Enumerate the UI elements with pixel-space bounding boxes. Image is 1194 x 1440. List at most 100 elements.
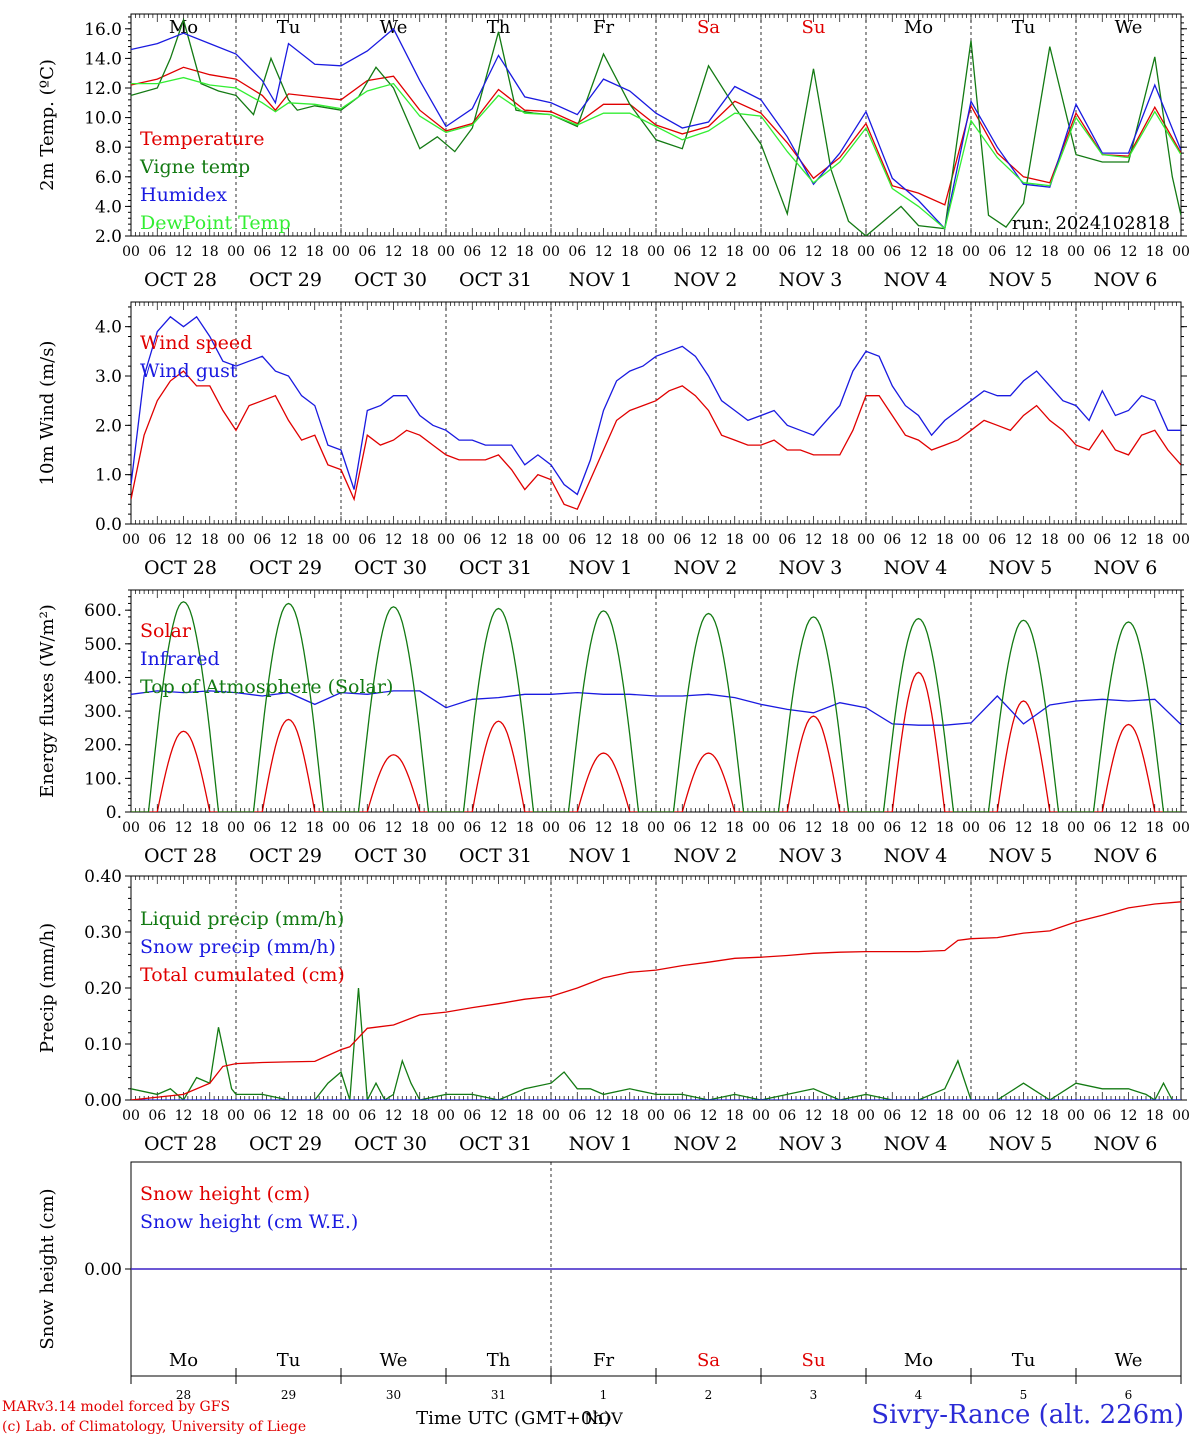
day-name: Su bbox=[802, 1350, 826, 1371]
day-name: Sa bbox=[697, 17, 720, 38]
y-tick-label: 0. bbox=[106, 803, 122, 823]
date-label: NOV 4 bbox=[884, 845, 948, 867]
hour-label: 18 bbox=[306, 820, 324, 836]
series-top-of-atmosphere-solar bbox=[131, 601, 1181, 812]
hour-label: 18 bbox=[1146, 532, 1164, 548]
hour-label: 06 bbox=[253, 1108, 271, 1124]
hour-label: 00 bbox=[1067, 1108, 1085, 1124]
hour-label: 06 bbox=[358, 1108, 376, 1124]
date-label: NOV 5 bbox=[989, 845, 1053, 867]
day-name: Fr bbox=[593, 1350, 614, 1371]
hour-label: 00 bbox=[122, 532, 140, 548]
hour-label: 06 bbox=[358, 532, 376, 548]
legend-humidex: Humidex bbox=[140, 184, 227, 206]
y-tick-label: 0.20 bbox=[84, 979, 122, 999]
day-name: Th bbox=[487, 17, 511, 38]
y-tick-label: 4.0 bbox=[95, 318, 122, 338]
hour-label: 00 bbox=[962, 1108, 980, 1124]
hour-label: 00 bbox=[752, 244, 770, 260]
hour-label: 00 bbox=[752, 820, 770, 836]
date-label: OCT 28 bbox=[144, 1133, 217, 1155]
date-label: NOV 5 bbox=[989, 557, 1053, 579]
date-label: NOV 2 bbox=[674, 557, 738, 579]
hour-label: 12 bbox=[1015, 1108, 1033, 1124]
date-label: OCT 31 bbox=[459, 845, 532, 867]
date-label: OCT 29 bbox=[249, 557, 322, 579]
run-label: run: 2024102818 bbox=[1012, 213, 1170, 234]
date-label: NOV 4 bbox=[884, 1133, 948, 1155]
series-infrared bbox=[131, 690, 1181, 726]
hour-label: 00 bbox=[437, 244, 455, 260]
hour-label: 12 bbox=[595, 1108, 613, 1124]
hour-label: 00 bbox=[1067, 532, 1085, 548]
series-dewpoint-temp bbox=[131, 76, 1181, 230]
hour-label: 06 bbox=[988, 244, 1006, 260]
hour-label: 18 bbox=[516, 532, 534, 548]
hour-label: 18 bbox=[411, 820, 429, 836]
hour-label: 00 bbox=[227, 532, 245, 548]
hour-label: 00 bbox=[1172, 532, 1190, 548]
hour-label: 12 bbox=[490, 1108, 508, 1124]
hour-label: 12 bbox=[805, 820, 823, 836]
hour-label: 18 bbox=[1146, 1108, 1164, 1124]
hour-label: 00 bbox=[542, 244, 560, 260]
hour-label: 06 bbox=[988, 1108, 1006, 1124]
hour-label: 06 bbox=[988, 820, 1006, 836]
hour-label: 18 bbox=[411, 532, 429, 548]
series-group bbox=[131, 601, 1181, 812]
date-label: OCT 29 bbox=[249, 269, 322, 291]
hour-label: 00 bbox=[752, 1108, 770, 1124]
hour-label: 12 bbox=[595, 244, 613, 260]
hour-label: 00 bbox=[647, 244, 665, 260]
hour-label: 06 bbox=[1093, 532, 1111, 548]
y-tick-label: 0.00 bbox=[84, 1260, 122, 1280]
date-label: OCT 31 bbox=[459, 269, 532, 291]
hour-label: 18 bbox=[1041, 820, 1059, 836]
hour-label: 18 bbox=[516, 820, 534, 836]
day-number: 1 bbox=[600, 1388, 608, 1402]
y-tick-label: 0.00 bbox=[84, 1091, 122, 1111]
hour-label: 18 bbox=[621, 1108, 639, 1124]
day-number: 2 bbox=[705, 1388, 713, 1402]
hour-label: 12 bbox=[700, 244, 718, 260]
hour-label: 06 bbox=[1093, 1108, 1111, 1124]
series-wind-gust bbox=[131, 315, 1181, 496]
legend-infrared: Infrared bbox=[140, 648, 220, 670]
hour-label: 00 bbox=[962, 820, 980, 836]
hour-label: 00 bbox=[227, 820, 245, 836]
hour-label: 18 bbox=[726, 244, 744, 260]
hour-label: 12 bbox=[385, 532, 403, 548]
hour-label: 00 bbox=[1067, 820, 1085, 836]
hour-label: 06 bbox=[148, 1108, 166, 1124]
day-name: Su bbox=[802, 17, 826, 38]
y-tick-label: 0.30 bbox=[84, 923, 122, 943]
hour-label: 12 bbox=[175, 532, 193, 548]
hour-label: 00 bbox=[542, 1108, 560, 1124]
y-tick-label: 14.0 bbox=[84, 49, 122, 69]
legend-vigne-temp: Vigne temp bbox=[139, 156, 250, 178]
day-name: Mo bbox=[904, 1350, 933, 1371]
date-label: NOV 6 bbox=[1094, 269, 1158, 291]
hour-label: 00 bbox=[857, 820, 875, 836]
hour-label: 18 bbox=[936, 1108, 954, 1124]
hour-label: 00 bbox=[647, 820, 665, 836]
date-label: NOV 1 bbox=[569, 557, 633, 579]
legend-solar: Solar bbox=[140, 620, 192, 642]
series-solar bbox=[131, 671, 1181, 812]
hour-label: 12 bbox=[805, 532, 823, 548]
y-tick-label: 12.0 bbox=[84, 79, 122, 99]
hour-label: 12 bbox=[700, 532, 718, 548]
hour-label: 06 bbox=[673, 1108, 691, 1124]
y-tick-label: 10.0 bbox=[84, 109, 122, 129]
hour-label: 18 bbox=[831, 244, 849, 260]
hour-label: 12 bbox=[280, 820, 298, 836]
date-label: OCT 29 bbox=[249, 845, 322, 867]
hour-label: 18 bbox=[726, 820, 744, 836]
hour-label: 00 bbox=[437, 820, 455, 836]
day-name: Tu bbox=[277, 17, 301, 38]
hour-label: 00 bbox=[962, 532, 980, 548]
hour-label: 18 bbox=[306, 1108, 324, 1124]
hour-label: 06 bbox=[358, 820, 376, 836]
date-label: OCT 30 bbox=[354, 1133, 427, 1155]
